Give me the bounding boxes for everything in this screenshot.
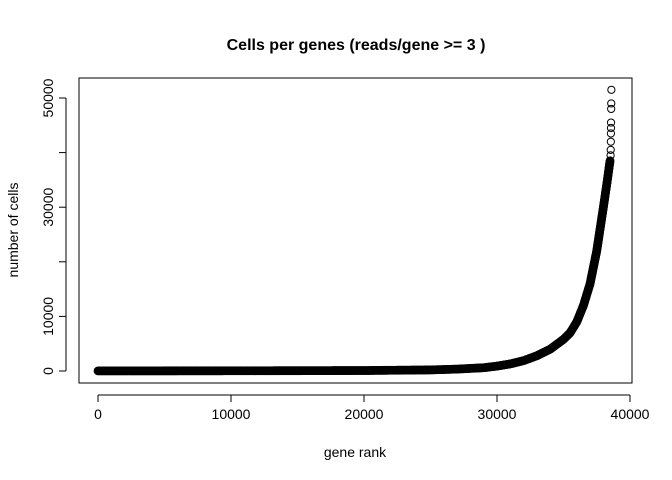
x-axis: 0 10000 20000 30000 40000 — [94, 394, 650, 422]
outlier-point — [606, 129, 616, 138]
y-axis-label: number of cells — [5, 183, 21, 278]
data-point — [605, 156, 615, 166]
outlier-point — [606, 123, 616, 133]
x-tick-label: 20000 — [345, 406, 384, 422]
plot-box — [78, 77, 633, 384]
y-tick-label: 10000 — [40, 297, 56, 336]
outlier-point — [607, 104, 616, 114]
y-tick-label: 0 — [40, 367, 56, 375]
outlier-point — [606, 151, 615, 160]
x-tick-label: 30000 — [478, 406, 517, 422]
x-tick-label: 0 — [94, 406, 102, 422]
outlier-point — [606, 145, 615, 154]
data-points — [93, 85, 616, 376]
y-axis: 0 10000 30000 50000 — [40, 78, 67, 375]
x-tick-label: 40000 — [611, 406, 650, 422]
outlier-point — [606, 118, 616, 127]
outlier-point — [607, 99, 616, 108]
x-tick-label: 10000 — [212, 406, 251, 422]
y-tick-label: 30000 — [40, 188, 56, 227]
outlier-point — [607, 85, 616, 94]
y-tick-label: 50000 — [40, 78, 56, 117]
outlier-point — [606, 137, 615, 146]
x-axis-label: gene rank — [324, 444, 387, 460]
chart-title: Cells per genes (reads/gene >= 3 ) — [227, 37, 486, 54]
